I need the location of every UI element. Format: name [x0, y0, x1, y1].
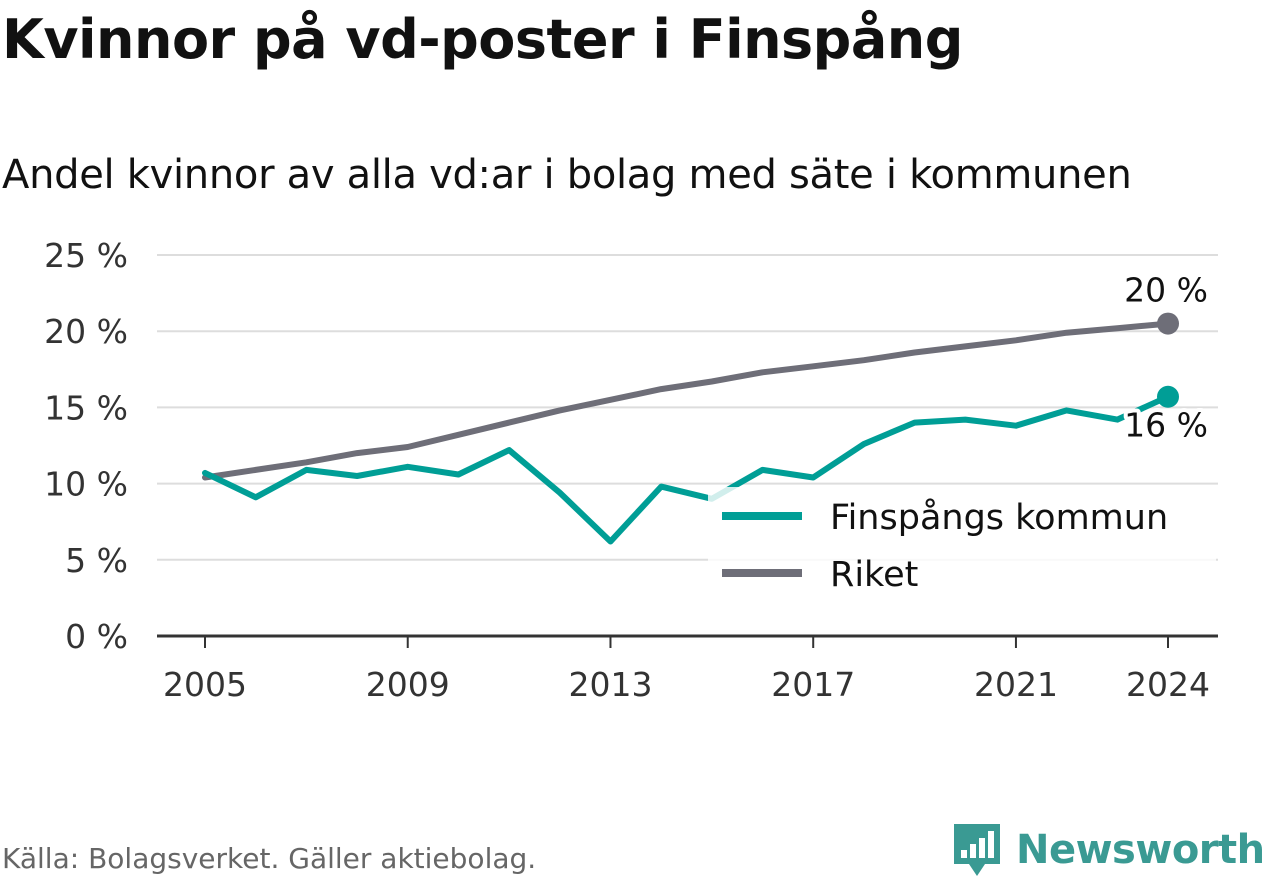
x-tick-label-2005: 2005	[163, 665, 247, 704]
y-axis-ticks: 0 % 5 % 10 % 15 % 20 % 25 %	[44, 236, 128, 656]
legend-label-0: Finspångs kommun	[830, 497, 1168, 538]
brand-name: Newsworthy	[1016, 827, 1262, 873]
series-line-finsp-ngs-kommun	[202, 393, 1171, 545]
line-chart: 0 %5 %10 %15 %20 %25 % 2005 2009 2013 2017 2…	[44, 236, 1218, 704]
end-label-halo: 16 %	[1124, 406, 1208, 445]
x-axis-ticks: 2005 2009 2013 2017 2021 2024	[163, 636, 1210, 704]
brand-logo: Newsworthy	[952, 820, 1262, 880]
y-tick-label-25: 25 %	[44, 236, 128, 275]
legend-label-1: Riket	[830, 555, 918, 595]
y-tick-label-20: 20 %	[44, 312, 128, 351]
x-tick-label-2021: 2021	[974, 665, 1058, 704]
end-label: 20 %	[1124, 271, 1208, 310]
source-note: Källa: Bolagsverket. Gäller aktiebolag.	[2, 842, 537, 875]
y-tick-label-10: 10 %	[44, 465, 128, 504]
chart-subtitle: Andel kvinnor av alla vd:ar i bolag med …	[2, 152, 1132, 198]
end-label-halo: 20 %	[1124, 271, 1208, 310]
end-marker-finsp-ngs-kommun	[1157, 385, 1179, 408]
series-lines	[202, 320, 1171, 545]
end-markers: 16 %16 %20 %20 %	[1120, 267, 1212, 449]
newsworthy-logo-icon	[954, 824, 1000, 876]
end-marker-riket	[1157, 312, 1179, 335]
series-line-riket	[202, 320, 1171, 481]
x-tick-label-2009: 2009	[366, 665, 450, 704]
y-tick-label-15: 15 %	[44, 388, 128, 427]
legend-background	[708, 487, 1216, 611]
chart-title: Kvinnor på vd-poster i Finspång	[2, 8, 963, 71]
y-tick-label-0: 0 %	[65, 617, 128, 656]
x-tick-label-2013: 2013	[568, 665, 652, 704]
end-label: 16 %	[1124, 406, 1208, 445]
x-tick-label-2017: 2017	[771, 665, 855, 704]
x-tick-label-2024: 2024	[1126, 665, 1210, 704]
gridlines	[157, 254, 1218, 561]
y-tick-label-5: 5 %	[65, 541, 128, 580]
legend: Finspångs kommun Riket	[708, 487, 1216, 611]
